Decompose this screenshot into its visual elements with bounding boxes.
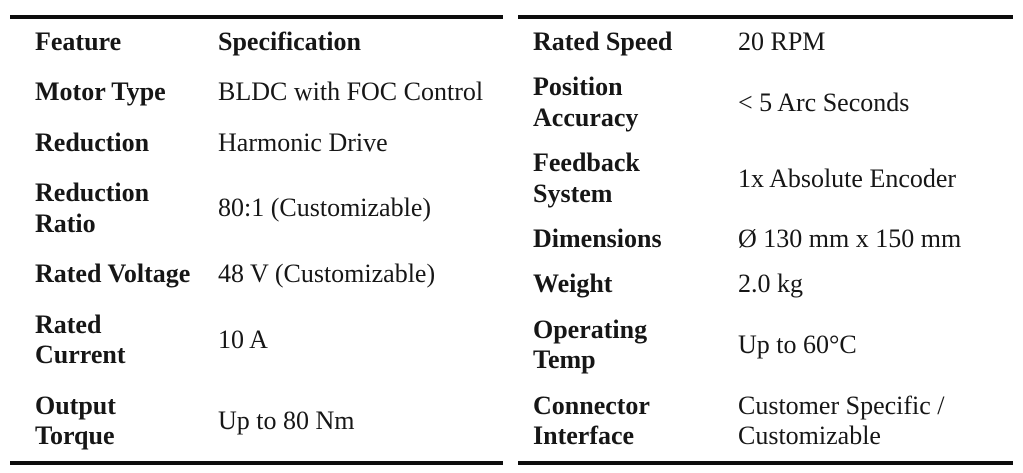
feature-label: Motor Type (35, 77, 166, 107)
feature-label: Weight (533, 269, 613, 299)
spec-row-weight: Weight 2.0 kg (518, 266, 1013, 303)
feature-value: Customer Specific / Customizable (738, 390, 945, 451)
feature-label: Feedback System (533, 148, 640, 208)
spec-row-rated-current: Rated Current 10 A (10, 307, 503, 374)
feature-label: Connector Interface (533, 390, 650, 451)
feature-label: Reduction (35, 127, 150, 157)
feature-value: Up to 60°C (738, 330, 857, 359)
feature-label: Output Torque (35, 390, 116, 451)
spec-header-row: Feature Specification (10, 24, 503, 61)
feature-value: 80:1 (Customizable) (218, 193, 432, 223)
feature-value: < 5 Arc Seconds (738, 87, 910, 117)
feature-value: 1x Absolute Encoder (738, 163, 957, 193)
feature-label: Operating Temp (533, 314, 648, 375)
feature-label: Reduction Ratio (35, 178, 150, 238)
feature-label: Rated Current (35, 309, 126, 370)
feature-value: Up to 80 Nm (218, 405, 355, 435)
spec-row-position-accuracy: Position Accuracy < 5 Arc Seconds (518, 69, 1013, 136)
feature-label: Position Accuracy (533, 72, 639, 132)
column-header-specification: Specification (218, 27, 361, 56)
feature-label: Rated Speed (533, 27, 673, 56)
feature-value: Harmonic Drive (218, 127, 388, 157)
feature-value: Ø 130 mm x 150 mm (738, 224, 962, 254)
spec-row-reduction-ratio: Reduction Ratio 80:1 (Customizable) (10, 175, 503, 242)
feature-value: 2.0 kg (738, 269, 803, 299)
feature-label: Rated Voltage (35, 259, 191, 289)
feature-value: 48 V (Customizable) (218, 259, 436, 289)
spec-row-connector-interface: Connector Interface Customer Specific / … (518, 388, 1013, 455)
spec-table-left: Feature Specification Motor Type BLDC wi… (10, 15, 503, 465)
feature-value: 10 A (218, 324, 268, 354)
feature-value: 20 RPM (738, 27, 826, 56)
spec-row-rated-speed: Rated Speed 20 RPM (518, 24, 1013, 61)
spec-row-reduction: Reduction Harmonic Drive (10, 125, 503, 162)
spec-row-operating-temp: Operating Temp Up to 60°C (518, 312, 1013, 379)
spec-row-feedback-system: Feedback System 1x Absolute Encoder (518, 145, 1013, 212)
spec-table-right: Rated Speed 20 RPM Position Accuracy < 5… (518, 15, 1013, 465)
spec-row-motor-type: Motor Type BLDC with FOC Control (10, 74, 503, 111)
spec-row-output-torque: Output Torque Up to 80 Nm (10, 388, 503, 455)
feature-label: Dimensions (533, 224, 662, 254)
column-header-feature: Feature (35, 27, 122, 56)
feature-value: BLDC with FOC Control (218, 77, 484, 107)
spec-row-rated-voltage: Rated Voltage 48 V (Customizable) (10, 256, 503, 293)
spec-row-dimensions: Dimensions Ø 130 mm x 150 mm (518, 221, 1013, 258)
